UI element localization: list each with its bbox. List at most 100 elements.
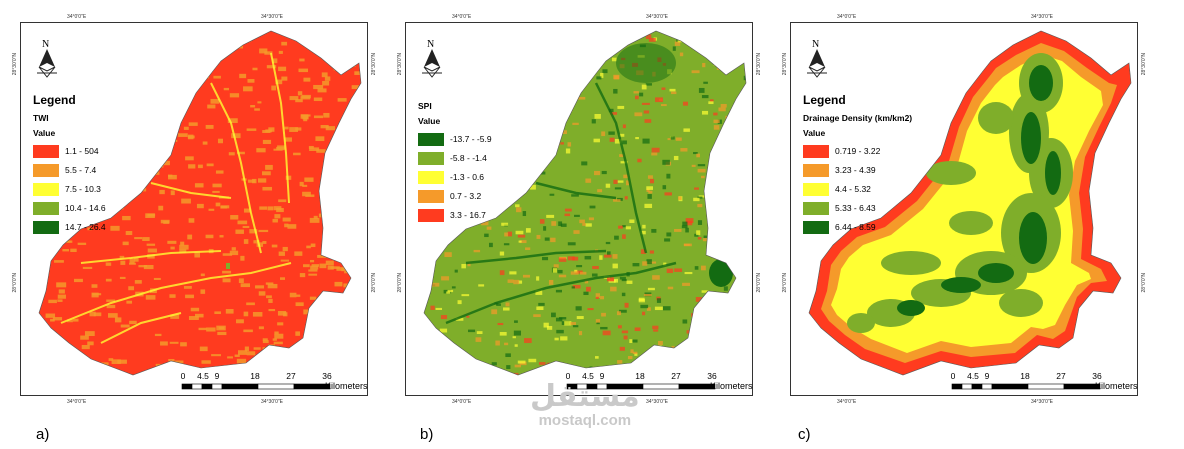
panel-label-b: b) <box>420 426 434 443</box>
coord-bottom-left: 34°0'0"E <box>452 399 472 405</box>
legend-value-header: Value <box>803 128 826 138</box>
panel-label-c: c) <box>798 426 811 443</box>
scale-tick-label: 18 <box>250 371 260 381</box>
legend-swatch <box>803 163 829 177</box>
scale-bar: 0 4.5 9 18 27 36 Kilometers <box>179 371 369 403</box>
legend-swatch <box>418 151 444 165</box>
legend-row: -13.7 - -5.9 <box>418 131 492 147</box>
scale-bar-graphic <box>951 383 1101 390</box>
legend-swatch <box>418 189 444 203</box>
scale-tick-label: 18 <box>1020 371 1030 381</box>
scale-tick-label: 27 <box>671 371 681 381</box>
watermark-arabic: مستقل <box>530 379 640 414</box>
map-panel-drainage-density: 34°0'0"E 34°30'0"E 34°0'0"E 34°30'0"E 28°30'… <box>782 14 1147 405</box>
coord-bottom-left: 34°0'0"E <box>837 399 857 405</box>
legend-title: Legend <box>803 93 846 107</box>
legend-row: 3.3 - 16.7 <box>418 207 492 223</box>
coord-left-top: 28°30'0"N <box>782 53 788 76</box>
legend-layer-name: Drainage Density (km/km2) <box>803 113 913 123</box>
legend-label: 0.719 - 3.22 <box>835 146 881 156</box>
north-letter: N <box>42 39 49 50</box>
scale-tick-label: 0 <box>180 371 186 381</box>
legend-swatch <box>33 201 59 215</box>
legend-label: -13.7 - -5.9 <box>450 134 492 144</box>
legend-label: 14.7 - 26.4 <box>65 222 106 232</box>
scale-tick-label: 27 <box>286 371 296 381</box>
coord-right-mid: 28°0'0"N <box>756 273 762 293</box>
coord-top-left: 34°0'0"E <box>452 14 472 20</box>
coord-top-left: 34°0'0"E <box>67 14 87 20</box>
basin-map <box>38 30 362 376</box>
legend-label: -1.3 - 0.6 <box>450 172 485 182</box>
scale-tick-label: 9 <box>599 371 605 381</box>
scale-tick-label: 36 <box>707 371 717 381</box>
north-arrow-icon: N <box>33 37 61 81</box>
coord-left-top: 28°30'0"N <box>12 53 18 76</box>
scale-tick-label: 36 <box>322 371 332 381</box>
coord-left-mid: 28°0'0"N <box>397 273 403 293</box>
legend-label: 5.5 - 7.4 <box>65 165 97 175</box>
panel-label-a: a) <box>36 426 50 443</box>
coord-left-top: 28°30'0"N <box>397 53 403 76</box>
scale-bar: 0 4.5 9 18 27 36 Kilometers <box>949 371 1139 403</box>
north-arrow-icon: N <box>803 37 831 81</box>
legend-swatch <box>418 208 444 222</box>
legend-value-header: Value <box>33 128 56 138</box>
coord-right-mid: 28°0'0"N <box>1141 273 1147 293</box>
coord-top-left: 34°0'0"E <box>837 14 857 20</box>
legend-value-header: Value <box>418 116 441 126</box>
legend-row: 0.719 - 3.22 <box>803 143 912 159</box>
scale-unit: Kilometers <box>1095 381 1138 391</box>
legend-swatch <box>803 182 829 196</box>
coord-bottom-right: 34°30'0"E <box>261 399 283 405</box>
basin-map <box>423 30 747 376</box>
legend-row: 5.5 - 7.4 <box>33 162 106 178</box>
coord-right-top: 28°30'0"N <box>371 53 377 76</box>
scale-tick-label: 36 <box>1092 371 1102 381</box>
scale-tick-label: 0 <box>950 371 956 381</box>
north-letter: N <box>427 39 434 50</box>
legend-swatch <box>418 132 444 146</box>
legend-swatch <box>803 201 829 215</box>
coord-right-mid: 28°0'0"N <box>371 273 377 293</box>
north-arrow-icon: N <box>418 37 446 81</box>
coord-left-mid: 28°0'0"N <box>782 273 788 293</box>
legend-label: 0.7 - 3.2 <box>450 191 482 201</box>
scale-tick-label: 9 <box>214 371 220 381</box>
legend-row: 4.4 - 5.32 <box>803 181 912 197</box>
scale-unit: Kilometers <box>325 381 368 391</box>
scale-tick-label: 18 <box>635 371 645 381</box>
legend-swatch <box>803 144 829 158</box>
legend-label: 3.23 - 4.39 <box>835 165 876 175</box>
coord-left-mid: 28°0'0"N <box>12 273 18 293</box>
legend-label: 7.5 - 10.3 <box>65 184 101 194</box>
legend: SPI Value -13.7 - -5.9 -5.8 - -1.4 -1.3 - 0.… <box>418 101 492 226</box>
scale-bar-graphic <box>566 383 716 390</box>
scale-tick-label: 4.5 <box>197 371 209 381</box>
legend-swatch <box>33 220 59 234</box>
legend-row: 1.1 - 504 <box>33 143 106 159</box>
legend-label: 1.1 - 504 <box>65 146 99 156</box>
legend: Legend TWI Value 1.1 - 504 5.5 - 7.4 7.5 - 10… <box>33 93 106 238</box>
coord-right-top: 28°30'0"N <box>756 53 762 76</box>
legend-row: -5.8 - -1.4 <box>418 150 492 166</box>
north-letter: N <box>812 39 819 50</box>
legend-row: 7.5 - 10.3 <box>33 181 106 197</box>
scale-unit: Kilometers <box>710 381 753 391</box>
legend-swatch <box>33 163 59 177</box>
legend-title: Legend <box>33 93 76 107</box>
watermark: مستقل mostaql.com <box>530 379 640 430</box>
coord-bottom-right: 34°30'0"E <box>1031 399 1053 405</box>
legend-layer-name: TWI <box>33 113 49 123</box>
scale-bar-graphic <box>181 383 331 390</box>
map-panel-spi: 34°0'0"E 34°30'0"E 34°0'0"E 34°30'0"E 28°30'… <box>397 14 762 405</box>
legend-label: 5.33 - 6.43 <box>835 203 876 213</box>
legend-row: 5.33 - 6.43 <box>803 200 912 216</box>
scale-tick-label: 9 <box>984 371 990 381</box>
legend: Legend Drainage Density (km/km2) Value 0.71… <box>803 93 912 238</box>
map-panel-twi: 34°0'0"E 34°30'0"E 34°0'0"E 34°30'0"E 28°30'… <box>12 14 377 405</box>
legend-row: 0.7 - 3.2 <box>418 188 492 204</box>
coord-top-right: 34°30'0"E <box>261 14 283 20</box>
scale-tick-label: 4.5 <box>582 371 594 381</box>
coord-right-top: 28°30'0"N <box>1141 53 1147 76</box>
